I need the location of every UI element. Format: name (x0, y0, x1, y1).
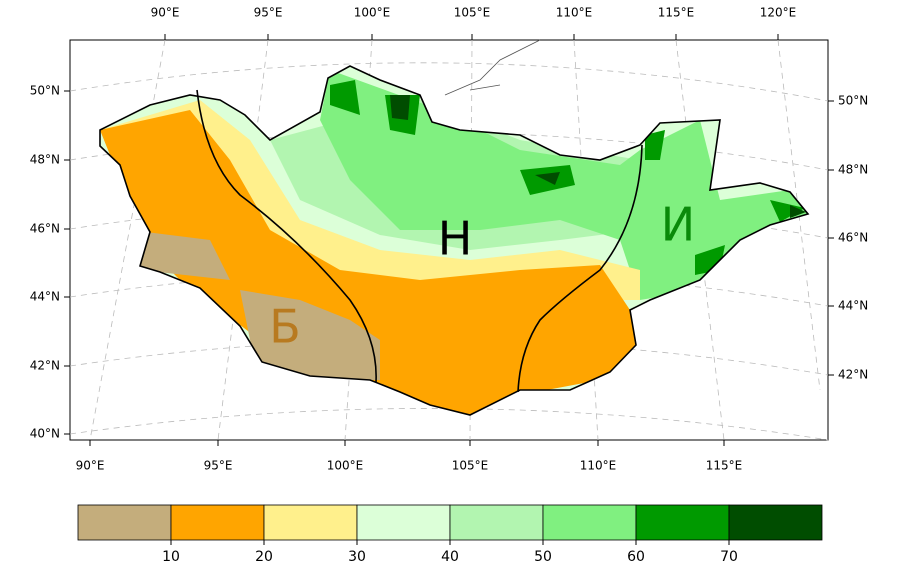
colorbar-box (263, 504, 358, 541)
colorbar: 10 20 30 40 50 60 70 (77, 504, 823, 565)
region-label: И (661, 198, 695, 252)
top-axis-label: 90°E (151, 6, 180, 20)
region-label: Н (438, 212, 473, 266)
zone-boundary (196, 89, 377, 383)
bottom-axis-label: 100°E (327, 459, 364, 473)
region-label: Б (269, 300, 301, 354)
top-axis-label: 105°E (454, 6, 491, 20)
colorbar-box (542, 504, 637, 541)
top-axis-label: 100°E (354, 6, 391, 20)
colorbar-label: 10 (162, 549, 180, 565)
bottom-axis-label: 95°E (204, 459, 233, 473)
left-axis-label: 46°N (30, 222, 60, 236)
colorbar-label: 30 (348, 549, 366, 565)
bottom-axis-label: 105°E (452, 459, 489, 473)
zone (100, 100, 640, 300)
top-axis-label: 110°E (556, 6, 593, 20)
bottom-axis-label: 90°E (76, 459, 105, 473)
colorbar-label: 40 (441, 549, 459, 565)
zone-boundary (517, 144, 643, 393)
left-axis-label: 48°N (30, 153, 60, 167)
left-axis-label: 50°N (30, 84, 60, 98)
country-outline (99, 65, 810, 416)
top-axis-label: 120°E (760, 6, 797, 20)
left-axis-label: 44°N (30, 290, 60, 304)
left-axis-label: 40°N (30, 427, 60, 441)
colorbar-box (728, 504, 823, 541)
right-axis-label: 42°N (838, 368, 868, 382)
colorbar-label: 50 (534, 549, 552, 565)
axis-labels: 90°E 95°E 100°E 105°E 110°E 115°E 120°E 90°E 95°… (30, 6, 869, 473)
bottom-axis-label: 110°E (580, 459, 617, 473)
zone (130, 230, 380, 380)
left-axis-label: 42°N (30, 359, 60, 373)
colorbar-box (77, 504, 172, 541)
right-axis-label: 50°N (838, 94, 868, 108)
colorbar-box (449, 504, 544, 541)
colorbar-label: 60 (627, 549, 645, 565)
top-axis-label: 115°E (658, 6, 695, 20)
colorbar-label: 20 (255, 549, 273, 565)
top-axis-label: 95°E (254, 6, 283, 20)
right-axis-label: 48°N (838, 163, 868, 177)
zone (330, 80, 805, 275)
right-axis-label: 44°N (838, 299, 868, 313)
colorbar-label: 70 (720, 549, 738, 565)
colorbar-box (635, 504, 730, 541)
colorbar-box (170, 504, 265, 541)
colorbar-box (356, 504, 451, 541)
right-axis-label: 46°N (838, 231, 868, 245)
bottom-axis-label: 115°E (706, 459, 743, 473)
